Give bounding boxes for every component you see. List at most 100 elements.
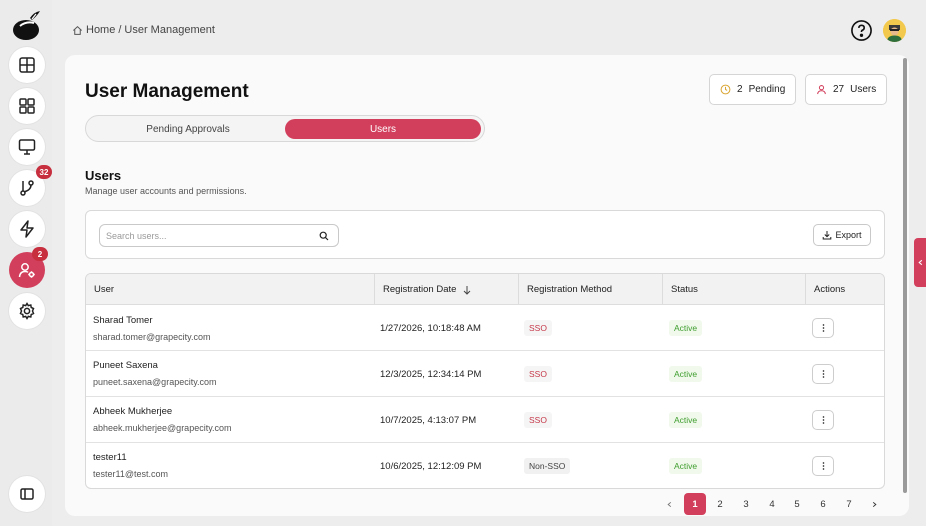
sidebar-item-user-management[interactable]: 2 (9, 247, 48, 288)
status-badge: Active (669, 366, 703, 382)
row-actions-button[interactable] (812, 364, 834, 384)
registration-method: SSO (524, 320, 552, 336)
registration-date: 12/3/2025, 12:34:14 PM (380, 369, 482, 380)
sidebar-item-workflows[interactable]: 32 (9, 165, 52, 206)
search-icon[interactable] (319, 231, 329, 241)
chevron-right-icon (872, 501, 877, 507)
sidebar-item-dashboard[interactable] (9, 47, 45, 83)
pagination-page[interactable]: 5 (794, 498, 800, 510)
breadcrumb-current: User Management (124, 24, 215, 36)
column-header-registration-method: Registration Method (518, 274, 662, 305)
pagination-prev[interactable] (661, 493, 677, 515)
row-actions-button[interactable] (812, 318, 834, 338)
pagination-page[interactable]: 6 (820, 498, 826, 510)
clock-icon (720, 84, 731, 95)
status-cell: Active (669, 412, 703, 428)
registration-date: 1/27/2026, 10:18:48 AM (380, 323, 481, 334)
pagination-next[interactable] (866, 493, 882, 515)
status-cell: Active (669, 366, 703, 382)
users-table: User Registration Date Registration Meth… (85, 273, 885, 489)
status-badge: Active (669, 412, 703, 428)
user-name: tester11 (93, 452, 127, 463)
question-circle-icon[interactable] (850, 19, 873, 42)
sidebar-panel-icon (20, 488, 34, 500)
sidebar-item-monitor[interactable] (9, 129, 45, 165)
user-cell: Puneet Saxena puneet.saxena@grapecity.co… (93, 360, 217, 387)
user-cell: Sharad Tomer sharad.tomer@grapecity.com (93, 315, 211, 342)
pending-count: 2 (737, 84, 743, 95)
download-icon (823, 231, 832, 240)
registration-date: 10/6/2025, 12:12:09 PM (380, 461, 482, 472)
status-badge: Active (669, 458, 703, 474)
side-panel-toggle[interactable] (914, 238, 926, 287)
registration-method: SSO (524, 366, 552, 382)
status-cell: Active (669, 320, 703, 336)
column-header-registration-date[interactable]: Registration Date (374, 274, 518, 305)
pagination-page[interactable]: 7 (846, 498, 852, 510)
tab-pending-approvals[interactable]: Pending Approvals (146, 123, 230, 135)
tab-users[interactable]: Users (285, 119, 481, 139)
table-header: User Registration Date Registration Meth… (86, 274, 884, 305)
registration-method: SSO (524, 412, 552, 428)
sidebar-collapse-button[interactable] (9, 476, 45, 512)
table-row: Puneet Saxena puneet.saxena@grapecity.co… (86, 351, 884, 397)
chevron-left-icon (917, 259, 922, 266)
page-title: User Management (85, 81, 249, 102)
row-actions-button[interactable] (812, 456, 834, 476)
users-count: 27 (833, 84, 845, 95)
pagination-page[interactable]: 3 (743, 498, 749, 510)
user-icon (817, 85, 826, 95)
column-header-registration-date-label: Registration Date (383, 284, 457, 295)
user-avatar-icon (883, 19, 906, 42)
user-email: puneet.saxena@grapecity.com (93, 377, 217, 387)
pagination-page[interactable]: 1 (684, 493, 706, 515)
section-title: Users (85, 168, 122, 183)
table-row: Abheek Mukherjee abheek.mukherjee@grapec… (86, 397, 884, 443)
sidebar-item-automation[interactable] (9, 211, 45, 247)
gear-icon (19, 302, 35, 320)
users-count-pill[interactable]: 27 Users (805, 74, 888, 105)
home-icon (73, 25, 82, 35)
method-tag: SSO (524, 320, 552, 336)
user-email: sharad.tomer@grapecity.com (93, 332, 211, 342)
users-label: Users (850, 84, 877, 95)
sidebar-item-settings[interactable] (9, 293, 45, 329)
table-row: tester11 tester11@test.com 10/6/2025, 12… (86, 443, 884, 488)
row-actions-button[interactable] (812, 410, 834, 430)
notification-badge: 2 (32, 247, 48, 261)
monitor-icon (18, 139, 36, 155)
chevron-left-icon (666, 501, 671, 507)
arrow-down-icon[interactable] (462, 285, 472, 295)
user-name: Sharad Tomer (93, 315, 153, 326)
more-vertical-icon (822, 462, 824, 470)
registration-method: Non-SSO (524, 458, 571, 474)
method-tag: Non-SSO (524, 458, 571, 474)
user-email: abheek.mukherjee@grapecity.com (93, 423, 232, 433)
more-vertical-icon (822, 324, 824, 332)
pagination-page[interactable]: 2 (717, 498, 723, 510)
table-row: Sharad Tomer sharad.tomer@grapecity.com … (86, 305, 884, 351)
table-toolbar: Export (85, 210, 885, 259)
section-subtitle: Manage user accounts and permissions. (85, 186, 247, 196)
lightning-icon (20, 220, 34, 238)
app-logo[interactable] (10, 8, 44, 42)
search-input[interactable] (99, 224, 339, 247)
user-gear-icon (18, 263, 35, 278)
avatar[interactable] (883, 19, 906, 42)
sidebar-item-apps[interactable] (9, 88, 45, 124)
scrollbar[interactable] (903, 58, 907, 493)
method-tag: SSO (524, 412, 552, 428)
user-cell: Abheek Mukherjee abheek.mukherjee@grapec… (93, 406, 232, 433)
export-label: Export (835, 230, 862, 240)
column-header-actions: Actions (805, 274, 884, 305)
notification-badge: 32 (36, 165, 52, 179)
export-button[interactable]: Export (813, 224, 871, 246)
pending-count-pill[interactable]: 2 Pending (709, 74, 797, 105)
breadcrumb-home[interactable]: Home (86, 24, 116, 36)
breadcrumb-separator: / (118, 24, 122, 36)
more-vertical-icon (822, 370, 824, 378)
pagination-page[interactable]: 4 (769, 498, 775, 510)
grid-icon (19, 98, 35, 114)
tab-switcher: Pending Approvals Users (85, 115, 485, 142)
breadcrumb: Home / User Management (72, 24, 215, 36)
